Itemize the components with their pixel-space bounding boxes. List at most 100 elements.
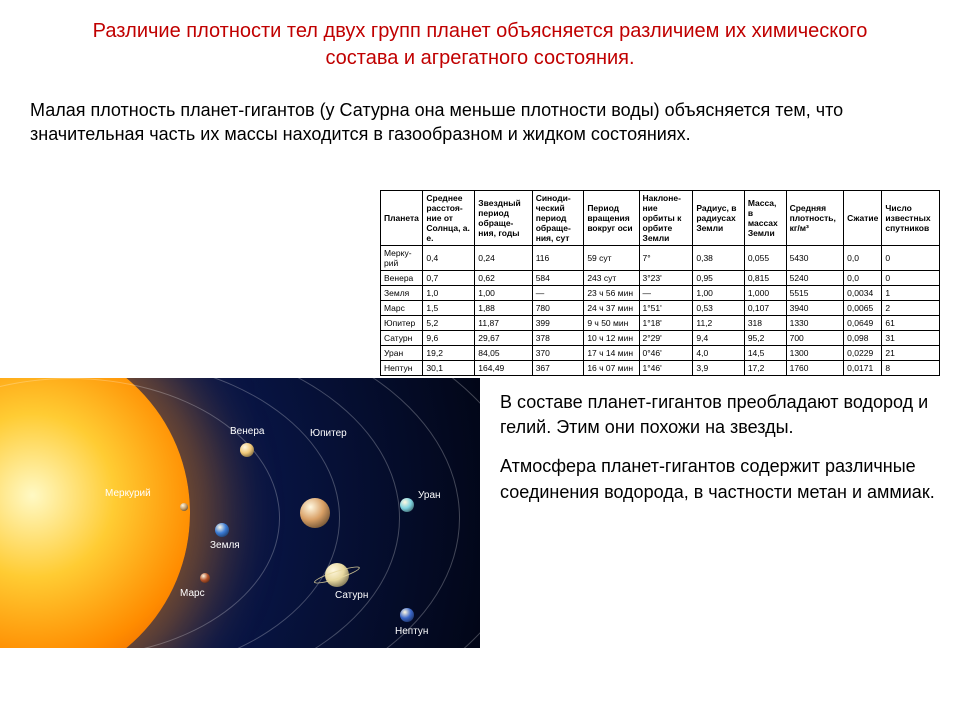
table-cell: 0,055: [744, 246, 786, 271]
table-cell: 1°46': [639, 361, 693, 376]
table-cell: 0: [882, 246, 940, 271]
table-cell: 378: [532, 331, 584, 346]
table-row: Юпитер5,211,873999 ч 50 мин1°18'11,23181…: [381, 316, 940, 331]
table-cell: 1°18': [639, 316, 693, 331]
table-cell: 3,9: [693, 361, 744, 376]
neptune-planet: [400, 608, 414, 622]
uranus-label: Уран: [418, 490, 441, 501]
table-cell: 370: [532, 346, 584, 361]
table-header: Масса, в массах Земли: [744, 191, 786, 246]
side-text: В составе планет-гигантов преобладают во…: [500, 390, 940, 519]
table-cell: 0°46': [639, 346, 693, 361]
table-header: Сжатие: [844, 191, 882, 246]
table-cell: 14,5: [744, 346, 786, 361]
table-cell: 21: [882, 346, 940, 361]
table-cell: Земля: [381, 286, 423, 301]
table-cell: 23 ч 56 мин: [584, 286, 639, 301]
table-header: Синоди-ческий период обраще-ния, сут: [532, 191, 584, 246]
saturn-planet: [325, 563, 349, 587]
table-cell: 1760: [786, 361, 844, 376]
table-row: Венера0,70,62584243 сут3°23'0,950,815524…: [381, 271, 940, 286]
table-cell: 0,62: [475, 271, 532, 286]
table-cell: 1°51': [639, 301, 693, 316]
table-row: Уран19,284,0537017 ч 14 мин0°46'4,014,51…: [381, 346, 940, 361]
jupiter-planet: [300, 498, 330, 528]
table-cell: 17 ч 14 мин: [584, 346, 639, 361]
uranus-planet: [400, 498, 414, 512]
table-cell: 9 ч 50 мин: [584, 316, 639, 331]
table-cell: 0,0649: [844, 316, 882, 331]
earth-planet: [215, 523, 229, 537]
table-cell: 95,2: [744, 331, 786, 346]
table-header: Радиус, в радиусах Земли: [693, 191, 744, 246]
table-cell: 5,2: [423, 316, 475, 331]
jupiter-label: Юпитер: [310, 428, 347, 439]
table-cell: 5430: [786, 246, 844, 271]
table-cell: 0,38: [693, 246, 744, 271]
table-cell: 0,0171: [844, 361, 882, 376]
table-cell: 10 ч 12 мин: [584, 331, 639, 346]
table-cell: 0,0: [844, 246, 882, 271]
table-header: Число известных спутников: [882, 191, 940, 246]
table-cell: Мерку-рий: [381, 246, 423, 271]
table-cell: 0,24: [475, 246, 532, 271]
table-cell: 16 ч 07 мин: [584, 361, 639, 376]
table-cell: 1300: [786, 346, 844, 361]
intro-paragraph: Малая плотность планет-гигантов (у Сатур…: [0, 80, 960, 157]
table-cell: 9,6: [423, 331, 475, 346]
mars-planet: [200, 573, 210, 583]
table-cell: 584: [532, 271, 584, 286]
table-header: Планета: [381, 191, 423, 246]
mercury-label: Меркурий: [105, 488, 151, 499]
venus-label: Венера: [230, 426, 264, 437]
table-cell: Сатурн: [381, 331, 423, 346]
table-cell: 1,000: [744, 286, 786, 301]
table-cell: 0,95: [693, 271, 744, 286]
table-row: Земля1,01,00—23 ч 56 мин—1,001,00055150,…: [381, 286, 940, 301]
table-cell: 0: [882, 271, 940, 286]
table-header: Период вращения вокруг оси: [584, 191, 639, 246]
mercury-planet: [180, 503, 188, 511]
solar-system-diagram: Меркурий Венера Земля Марс Юпитер Сатурн…: [0, 378, 480, 648]
table-cell: 17,2: [744, 361, 786, 376]
table-cell: 24 ч 37 мин: [584, 301, 639, 316]
table-cell: 84,05: [475, 346, 532, 361]
table-cell: 0,0229: [844, 346, 882, 361]
table-cell: 11,2: [693, 316, 744, 331]
table-cell: 1,00: [693, 286, 744, 301]
table-cell: 9,4: [693, 331, 744, 346]
table-cell: 1,00: [475, 286, 532, 301]
table-cell: 1: [882, 286, 940, 301]
side-paragraph-1: В составе планет-гигантов преобладают во…: [500, 390, 940, 440]
table-cell: 1330: [786, 316, 844, 331]
table-cell: Нептун: [381, 361, 423, 376]
table-cell: 318: [744, 316, 786, 331]
table-row: Марс1,51,8878024 ч 37 мин1°51'0,530,1073…: [381, 301, 940, 316]
table-header: Звездный период обраще-ния, годы: [475, 191, 532, 246]
table-cell: 31: [882, 331, 940, 346]
mars-label: Марс: [180, 588, 205, 599]
table-cell: 8: [882, 361, 940, 376]
table-cell: Венера: [381, 271, 423, 286]
table-cell: 0,0: [844, 271, 882, 286]
table-cell: —: [639, 286, 693, 301]
table-header: Средняя плотность, кг/м³: [786, 191, 844, 246]
table-cell: 11,87: [475, 316, 532, 331]
table-cell: 164,49: [475, 361, 532, 376]
table-cell: 0,4: [423, 246, 475, 271]
table-cell: 3°23': [639, 271, 693, 286]
table-cell: 0,7: [423, 271, 475, 286]
table-cell: Юпитер: [381, 316, 423, 331]
table-cell: 0,815: [744, 271, 786, 286]
planet-data-table: ПланетаСреднее расстоя-ние от Солнца, а.…: [380, 190, 940, 376]
table-header: Среднее расстоя-ние от Солнца, а. е.: [423, 191, 475, 246]
table-cell: 700: [786, 331, 844, 346]
page-title: Различие плотности тел двух групп планет…: [0, 0, 960, 80]
table-cell: 367: [532, 361, 584, 376]
table-row: Сатурн9,629,6737810 ч 12 мин2°29'9,495,2…: [381, 331, 940, 346]
table-cell: 1,5: [423, 301, 475, 316]
table-cell: 59 сут: [584, 246, 639, 271]
side-paragraph-2: Атмосфера планет-гигантов содержит разли…: [500, 454, 940, 504]
table-cell: 19,2: [423, 346, 475, 361]
table-cell: 399: [532, 316, 584, 331]
